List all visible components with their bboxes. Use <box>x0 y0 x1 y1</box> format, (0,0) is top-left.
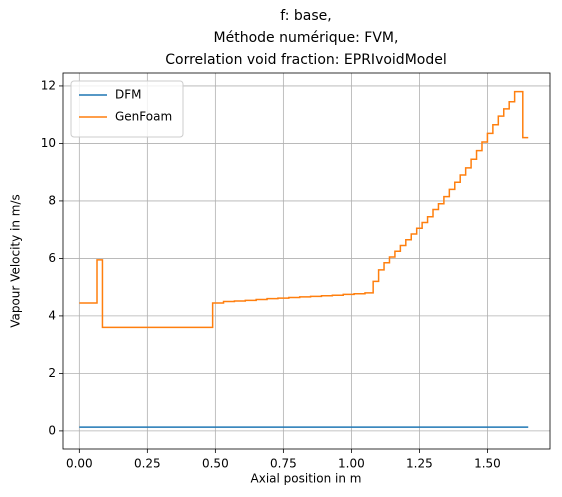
chart-title: Méthode numérique: FVM, <box>214 30 399 46</box>
y-tick-label: 2 <box>48 366 56 380</box>
x-tick-label: 1.00 <box>338 457 365 471</box>
y-axis-label: Vapour Velocity in m/s <box>9 194 23 328</box>
y-tick-label: 12 <box>41 78 56 92</box>
x-tick-label: 0.25 <box>134 457 161 471</box>
y-tick-label: 0 <box>48 423 56 437</box>
x-tick-label: 1.50 <box>474 457 501 471</box>
plot-frame <box>62 72 551 450</box>
x-tick-label: 1.25 <box>406 457 433 471</box>
chart-title: Correlation void fraction: EPRIvoidModel <box>165 52 446 68</box>
x-axis-label: Axial position in m <box>251 472 362 486</box>
legend-label: DFM <box>115 88 142 102</box>
x-tick-label: 0.50 <box>202 457 229 471</box>
y-tick-label: 10 <box>41 136 56 150</box>
legend-label: GenFoam <box>115 110 172 124</box>
y-tick-label: 6 <box>48 251 56 265</box>
x-tick-label: 0.75 <box>270 457 297 471</box>
y-tick-label: 8 <box>48 193 56 207</box>
y-tick-label: 4 <box>48 308 56 322</box>
line-series <box>79 90 529 329</box>
chart-title: f: base, <box>280 8 331 24</box>
x-tick-label: 0.00 <box>66 457 93 471</box>
legend: DFM GenFoam <box>70 80 184 138</box>
